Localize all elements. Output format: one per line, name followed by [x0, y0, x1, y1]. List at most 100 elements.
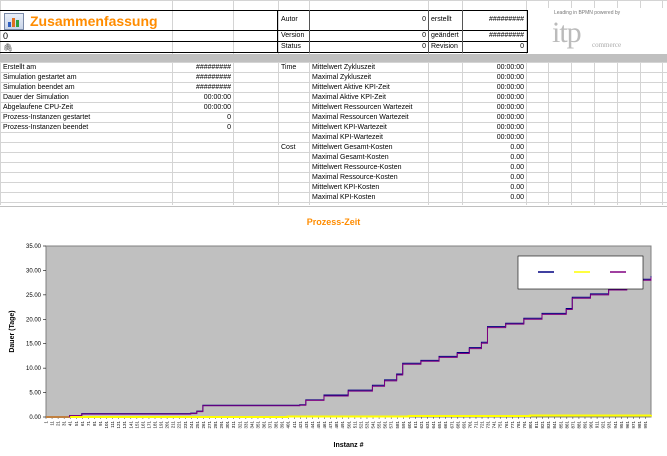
x-tick-label: 761	[504, 421, 509, 429]
x-tick-label: 681	[455, 421, 460, 429]
x-tick-label: 841	[552, 421, 557, 429]
x-tick-label: 241	[189, 421, 194, 429]
geaendert-value: #########	[488, 32, 524, 39]
metric-label: Mittelwert Aktive KPI-Zeit	[312, 84, 390, 91]
metric-value: 00:00:00	[496, 114, 524, 121]
summary-label: Prozess-Instanzen gestartet	[3, 114, 91, 121]
x-tick-label: 691	[461, 421, 466, 429]
x-tick-label: 191	[159, 421, 164, 429]
x-tick-label: 361	[262, 421, 267, 429]
x-tick-label: 941	[613, 421, 618, 429]
metric-value: 0.00	[510, 154, 524, 161]
x-tick-label: 491	[340, 421, 345, 429]
x-tick-label: 951	[619, 421, 624, 429]
x-tick-label: 771	[510, 421, 515, 429]
revision-value: 0	[520, 43, 524, 50]
x-tick-label: 501	[346, 421, 351, 429]
metric-label: Maximal Aktive KPI-Zeit	[312, 94, 386, 101]
x-tick-label: 461	[322, 421, 327, 429]
x-tick-label: 591	[401, 421, 406, 429]
status-value[interactable]: 0	[422, 43, 426, 50]
x-tick-label: 611	[413, 421, 418, 429]
x-tick-label: 201	[165, 421, 170, 429]
y-tick-label: 35.00	[26, 244, 42, 250]
x-tick-label: 101	[104, 421, 109, 429]
x-tick-label: 751	[498, 421, 503, 429]
x-tick-label: 521	[358, 421, 363, 429]
summary-value: 00:00:00	[203, 94, 231, 101]
x-tick-label: 391	[280, 421, 285, 429]
x-tick-label: 571	[389, 421, 394, 429]
x-tick-label: 471	[328, 421, 333, 429]
summary-label: Prozess-Instanzen beendet	[3, 124, 89, 131]
status-label: Status	[281, 43, 301, 50]
y-tick-label: 5.00	[29, 391, 41, 397]
x-tick-label: 381	[274, 421, 279, 429]
attachment-icon[interactable]: 🖇	[3, 43, 14, 52]
x-tick-label: 251	[195, 421, 200, 429]
metric-value: 0.00	[510, 144, 524, 151]
metric-label: Mittelwert KPI-Wartezeit	[312, 124, 387, 131]
summary-value: #########	[195, 64, 231, 71]
metric-label: Maximal Ressource-Kosten	[312, 174, 398, 181]
x-axis-label: Instanz #	[334, 442, 364, 449]
summary-label: Erstellt am	[3, 64, 37, 71]
x-tick-label: 211	[171, 421, 176, 429]
metric-value: 00:00:00	[496, 94, 524, 101]
x-tick-label: 601	[407, 421, 412, 429]
name-field[interactable]: 0	[3, 31, 9, 41]
process-time-chart[interactable]: Prozess-Zeit 0.00 5.00 10.00 15.00 20.00 25.0…	[0, 206, 667, 456]
metric-label: Mittelwert KPI-Kosten	[312, 184, 380, 191]
x-tick-label: 811	[534, 421, 539, 429]
x-tick-label: 911	[595, 421, 600, 429]
x-tick-label: 441	[310, 421, 315, 429]
x-tick-label: 131	[122, 421, 127, 429]
x-tick-label: 91	[98, 421, 103, 427]
x-tick-label: 891	[582, 421, 587, 429]
x-tick-label: 851	[558, 421, 563, 429]
summary-value: 0	[227, 114, 231, 121]
autor-label: Autor	[281, 16, 298, 23]
x-tick-label: 11	[50, 421, 55, 426]
y-tick-label: 0.00	[29, 415, 41, 421]
x-tick-label: 901	[589, 421, 594, 429]
x-tick-label: 651	[437, 421, 442, 429]
x-tick-label: 161	[140, 421, 145, 429]
metric-label: Maximal KPI-Kosten	[312, 194, 376, 201]
x-tick-label: 621	[419, 421, 424, 429]
page-title: Zusammenfassung	[30, 13, 158, 29]
x-tick-label: 281	[213, 421, 218, 429]
x-tick-label: 351	[255, 421, 260, 429]
time-section-label: Time	[281, 64, 297, 71]
x-tick-label: 821	[540, 421, 545, 429]
x-tick-label: 781	[516, 421, 521, 429]
y-tick-label: 15.00	[26, 342, 42, 348]
chart-title: Prozess-Zeit	[306, 217, 361, 227]
summary-value: #########	[195, 84, 231, 91]
spreadsheet-grid	[0, 0, 667, 205]
x-tick-label: 331	[243, 421, 248, 429]
metric-label: Maximal Zykluszeit	[312, 74, 372, 81]
x-tick-label: 541	[371, 421, 376, 429]
summary-value: 0	[227, 124, 231, 131]
x-tick-label: 871	[570, 421, 575, 429]
y-tick-label: 25.00	[26, 293, 42, 299]
x-tick-label: 931	[607, 421, 612, 429]
summary-value: #########	[195, 74, 231, 81]
x-tick-label: 21	[56, 421, 61, 427]
x-tick-label: 341	[249, 421, 254, 429]
x-tick-label: 271	[207, 421, 212, 429]
x-tick-label: 371	[268, 421, 273, 429]
series-line-yellow	[46, 414, 652, 418]
x-tick-label: 481	[334, 421, 339, 429]
x-tick-label: 741	[492, 421, 497, 429]
metric-value: 00:00:00	[496, 124, 524, 131]
metric-label: Mittelwert Ressourcen Wartezeit	[312, 104, 413, 111]
version-value[interactable]: 0	[422, 32, 426, 39]
summary-value: 00:00:00	[203, 104, 231, 111]
x-tick-label: 61	[80, 421, 85, 427]
autor-value[interactable]: 0	[422, 16, 426, 23]
metric-value: 00:00:00	[496, 64, 524, 71]
x-tick-label: 31	[62, 421, 67, 427]
x-tick-label: 881	[576, 421, 581, 429]
